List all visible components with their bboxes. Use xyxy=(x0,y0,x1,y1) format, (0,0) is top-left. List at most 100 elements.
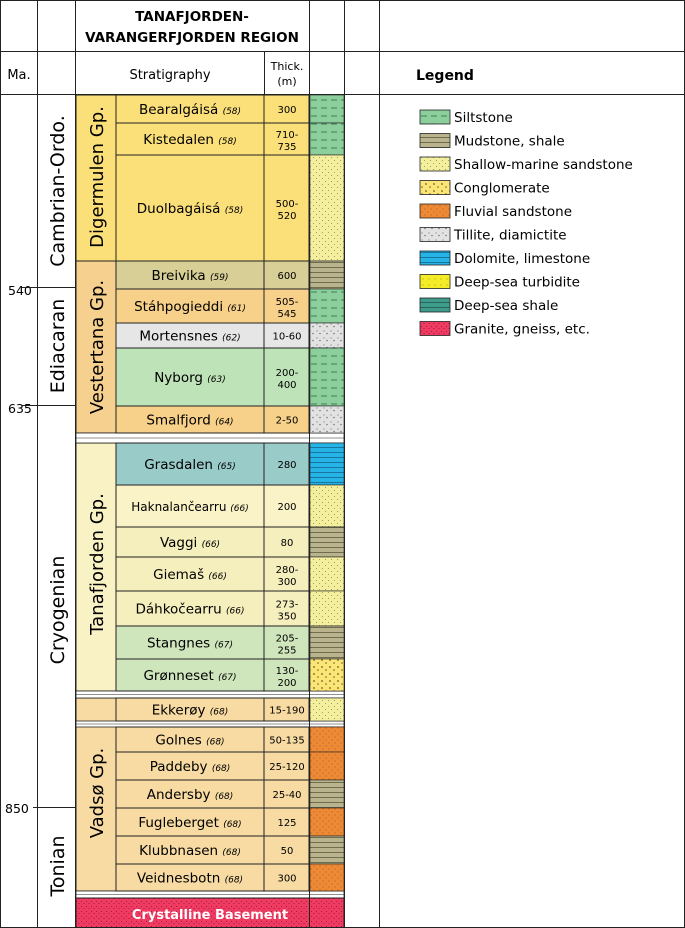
formation-name-text: Golnes xyxy=(155,733,206,749)
thickness-value: 50 xyxy=(281,846,294,857)
thickness-value: 125 xyxy=(277,818,296,829)
lithology-smalfjord xyxy=(309,405,345,434)
formation-reference: (68) xyxy=(206,738,224,748)
formation-name-andersby: Andersby (68) xyxy=(147,787,234,803)
formation-row-paddeby: Paddeby (68) 25-120 xyxy=(115,751,310,781)
formation-row-veidnesbotn: Veidnesbotn (68) 300 xyxy=(115,863,310,892)
thickness-value: 50-135 xyxy=(269,736,304,747)
formation-row-gr-nneset: Grønneset (67) 130-200 xyxy=(115,658,310,692)
legend-item-ssand: Shallow-marine sandstone xyxy=(419,156,633,173)
formation-name-text: Duolbagáisá xyxy=(137,201,225,217)
thickness-value-line2: 735 xyxy=(277,142,296,153)
legend-label: Deep-sea shale xyxy=(454,298,558,314)
crystalline-basement-label: Crystalline Basement xyxy=(132,908,288,923)
group-box-vadso xyxy=(75,697,117,892)
legend-item-turb: Deep-sea turbidite xyxy=(419,274,580,291)
formation-reference: (68) xyxy=(222,848,240,858)
formation-reference: (58) xyxy=(225,206,243,216)
formation-cell xyxy=(115,526,265,558)
lithology-golnes xyxy=(309,726,345,753)
legend-item-fluv: Fluvial sandstone xyxy=(419,203,572,220)
thickness-cell xyxy=(263,863,310,892)
legend-label: Shallow-marine sandstone xyxy=(454,157,633,173)
group-vestertana: Vestertana Gp. xyxy=(87,280,108,414)
formation-row-sta-hpogieddi: Stáhpogieddi (61) 505-545 xyxy=(115,288,310,324)
formation-name-text: Dáhkočearru xyxy=(135,602,226,618)
formation-name-text: Haknalančearru xyxy=(131,500,230,514)
formation-row-bearalga-isa: Bearalgáisá (58) 300 xyxy=(115,94,310,124)
formation-reference: (66) xyxy=(202,540,220,550)
lithology-sta-hpogieddi xyxy=(309,288,345,324)
legend-item-dolo: Dolomite, limestone xyxy=(419,250,590,267)
formation-reference: (68) xyxy=(225,876,243,886)
formation-name-mortensnes: Mortensnes (62) xyxy=(139,329,240,345)
thickness-cell xyxy=(263,260,310,290)
formation-reference: (58) xyxy=(218,137,236,147)
legend-item-mud: Mudstone, shale xyxy=(419,133,565,150)
legend-swatch xyxy=(419,274,451,289)
period-cryogenian: Cryogenian xyxy=(47,556,69,665)
formation-cell xyxy=(115,405,265,434)
formation-cell xyxy=(115,556,265,592)
formation-cell xyxy=(115,807,265,837)
thickness-value: 15-190 xyxy=(269,706,304,717)
formation-name-text: Grasdalen xyxy=(144,457,217,473)
thickness-value-line1: 710- xyxy=(276,130,299,141)
formation-row-grasdalen: Grasdalen (65) 280 xyxy=(115,442,310,486)
formation-name-giemas: Giemaš (66) xyxy=(153,567,227,583)
formation-name-text: Klubbnasen xyxy=(139,843,222,859)
formation-row-golnes: Golnes (68) 50-135 xyxy=(115,726,310,753)
formation-name-gr-nneset: Grønneset (67) xyxy=(143,668,236,684)
legend-label: Siltstone xyxy=(454,110,513,126)
formation-name-stangnes: Stangnes (67) xyxy=(147,636,233,652)
formation-cell xyxy=(115,590,265,627)
formation-reference: (63) xyxy=(207,375,225,385)
formation-reference: (66) xyxy=(230,504,248,514)
formation-row-duolbaga-isa: Duolbagáisá (58) 500-520 xyxy=(115,154,310,262)
thickness-value-line1: 280- xyxy=(276,565,299,576)
formation-name-text: Stáhpogieddi xyxy=(134,299,227,315)
lithology-veidnesbotn xyxy=(309,863,345,892)
formation-name-veidnesbotn: Veidnesbotn (68) xyxy=(137,871,243,887)
formation-row-ekker-y: Ekkerøy (68) 15-190 xyxy=(115,697,310,722)
formation-reference: (59) xyxy=(210,273,228,283)
formation-cell xyxy=(115,322,265,349)
formation-cell xyxy=(115,94,265,124)
thickness-cell xyxy=(263,751,310,781)
formation-name-sta-hpogieddi: Stáhpogieddi (61) xyxy=(134,299,246,315)
lithology-nyborg xyxy=(309,347,345,407)
period-labels: Cambrian-Ordo. Ediacaran Cryogenian Toni… xyxy=(38,115,75,898)
period-tonian: Tonian xyxy=(47,835,69,897)
formation-name-text: Smalfjord xyxy=(146,413,215,429)
age-column-header: Ma. xyxy=(7,68,30,83)
legend-label: Mudstone, shale xyxy=(454,134,565,150)
lithology-stangnes xyxy=(309,625,345,660)
formation-reference: (61) xyxy=(227,304,245,314)
formation-row-da-hkoc-earru: Dáhkočearru (66) 273-350 xyxy=(115,590,310,627)
formation-name-da-hkoc-earru: Dáhkočearru (66) xyxy=(135,602,244,618)
group-labels: Digermulen Gp. Vestertana Gp. Tanafjorde… xyxy=(87,106,108,838)
legend-swatch xyxy=(419,250,451,266)
formation-name-golnes: Golnes (68) xyxy=(155,733,224,749)
formation-row-fugleberget: Fugleberget (68) 125 xyxy=(115,807,310,837)
legend: Legend Siltstone Mudstone, shale Shallow-m… xyxy=(416,68,633,338)
thickness-value: 300 xyxy=(277,874,296,885)
group-boxes xyxy=(75,94,345,899)
formation-name-text: Giemaš xyxy=(153,567,208,583)
lithology-column xyxy=(309,94,345,892)
formation-reference: (68) xyxy=(215,792,233,802)
formation-row-breivika: Breivika (59) 600 xyxy=(115,260,310,290)
lithology-grasdalen xyxy=(309,442,345,486)
thickness-value-line1: 205- xyxy=(276,634,299,645)
legend-label: Granite, gneiss, etc. xyxy=(454,322,590,338)
lithology-gr-nneset xyxy=(309,658,345,692)
thickness-value-line1: 273- xyxy=(276,600,299,611)
age-label-635: 635 xyxy=(8,401,32,416)
age-label-850: 850 xyxy=(5,801,29,816)
legend-item-dshale: Deep-sea shale xyxy=(419,297,558,314)
thickness-cell xyxy=(263,405,310,434)
formation-name-ekker-y: Ekkerøy (68) xyxy=(152,703,229,719)
lithology-kistedalen xyxy=(309,122,345,156)
formation-reference: (68) xyxy=(212,764,230,774)
